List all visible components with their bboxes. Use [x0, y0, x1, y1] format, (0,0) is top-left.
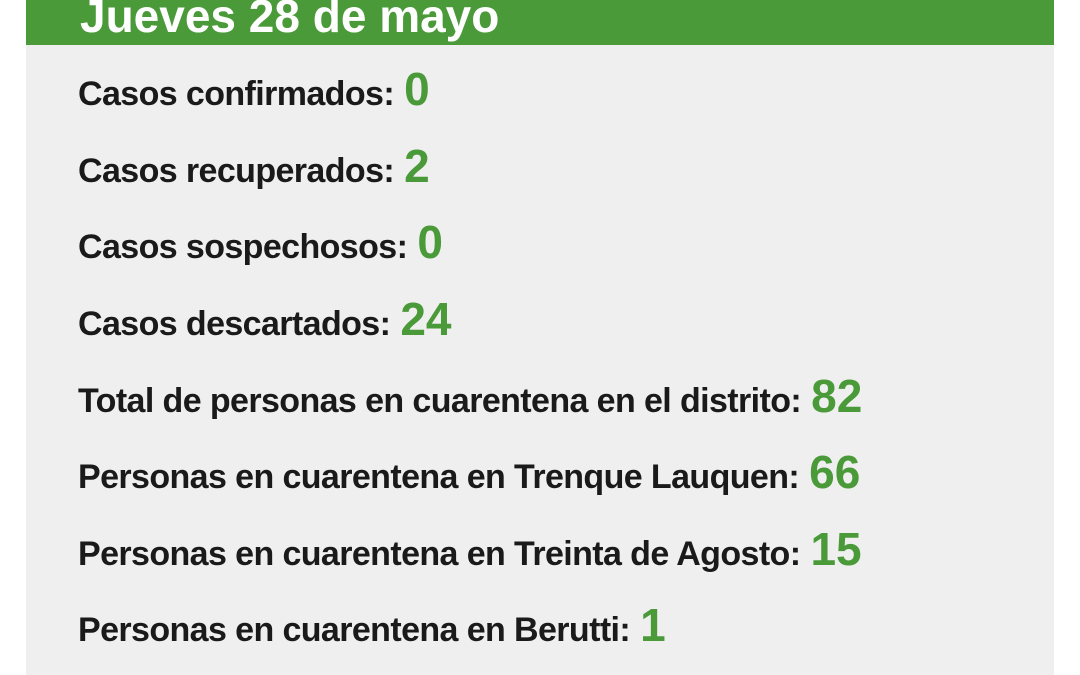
- stat-label: Casos confirmados:: [78, 75, 395, 113]
- stat-value: 0: [404, 63, 430, 115]
- stat-discarded: Casos descartados: 24: [78, 292, 452, 352]
- stat-value: 2: [404, 140, 430, 192]
- stat-label: Personas en cuarentena en Treinta de Ago…: [78, 535, 801, 573]
- stat-quarantine-berutti: Personas en cuarentena en Berutti: 1: [78, 598, 666, 658]
- stat-suspected: Casos sospechosos: 0: [78, 215, 443, 275]
- stat-value: 66: [809, 446, 861, 498]
- stats-panel: [26, 45, 1054, 675]
- stat-value: 1: [640, 599, 666, 651]
- stat-label: Casos sospechosos:: [78, 228, 408, 266]
- stat-quarantine-treinta-de-agosto: Personas en cuarentena en Treinta de Ago…: [78, 522, 862, 582]
- stat-label: Personas en cuarentena en Berutti:: [78, 611, 631, 649]
- stat-recovered: Casos recuperados: 2: [78, 139, 430, 199]
- stat-label: Casos recuperados:: [78, 152, 395, 190]
- stat-quarantine-total: Total de personas en cuarentena en el di…: [78, 369, 862, 429]
- date-header: Jueves 28 de mayo: [26, 0, 1054, 45]
- stat-label: Personas en cuarentena en Trenque Lauque…: [78, 458, 800, 496]
- stat-value: 15: [810, 523, 862, 575]
- stat-value: 82: [811, 370, 863, 422]
- stat-confirmed: Casos confirmados: 0: [78, 62, 430, 122]
- stat-label: Total de personas en cuarentena en el di…: [78, 382, 802, 420]
- stat-quarantine-trenque-lauquen: Personas en cuarentena en Trenque Lauque…: [78, 445, 860, 505]
- stat-value: 0: [417, 216, 443, 268]
- header-title: Jueves 28 de mayo: [80, 0, 500, 42]
- stat-label: Casos descartados:: [78, 305, 391, 343]
- stat-value: 24: [400, 293, 452, 345]
